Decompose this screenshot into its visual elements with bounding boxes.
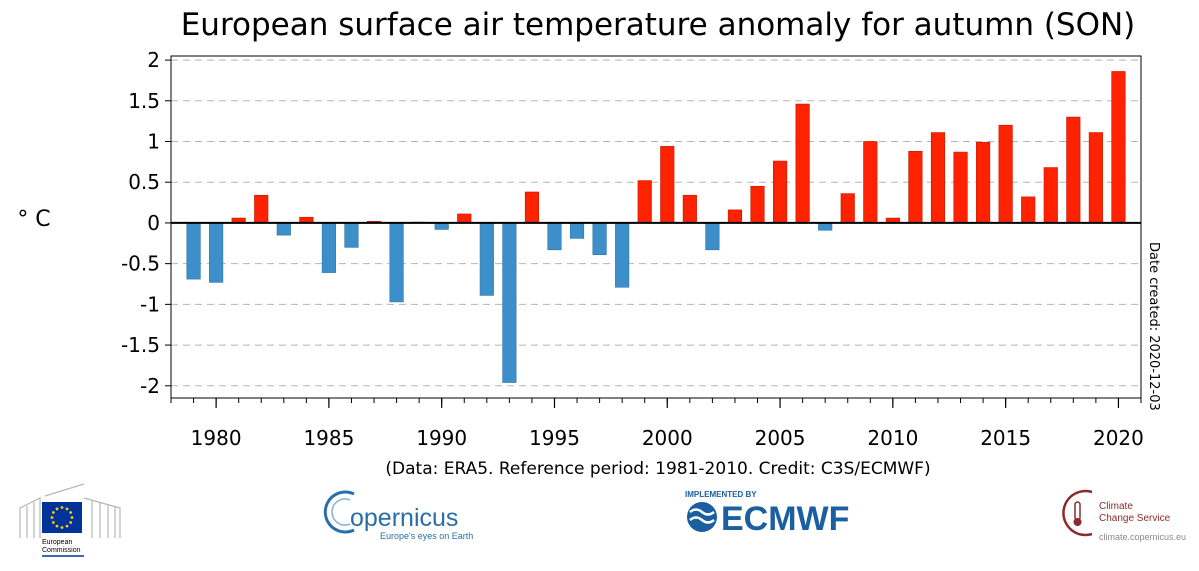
bar-2018 (1066, 116, 1081, 224)
bar-1982 (254, 194, 269, 224)
bar-1995 (547, 222, 562, 251)
x-tick-label: 2020 (1093, 426, 1144, 450)
date-created-note: Date created: 2020-12-03 (1146, 242, 1161, 411)
y-tick-label: 1 (147, 130, 160, 154)
bar-2011 (908, 150, 923, 224)
x-tick-label: 1980 (191, 426, 242, 450)
bar-2014 (976, 142, 991, 224)
copernicus-tagline: Europe's eyes on Earth (380, 531, 473, 541)
copernicus-logo: opernicus Europe's eyes on Earth (323, 490, 473, 541)
bar-2002 (705, 222, 720, 251)
bar-1996 (569, 222, 585, 239)
y-tick-label: 1.5 (128, 89, 160, 113)
bar-2003 (727, 209, 743, 224)
bar-2017 (1043, 167, 1058, 224)
bar-2009 (863, 141, 878, 224)
eu-star (70, 516, 74, 519)
c3s-line1: Climate (1099, 501, 1133, 512)
european-commission-logo: European Commission (19, 483, 121, 557)
ecmwf-wave-icon (687, 502, 717, 532)
eu-star (50, 516, 54, 519)
x-tick-label: 1990 (416, 426, 467, 450)
y-axis-ticks: 2 1.5 1 0.5 0 -0.5 -1 -1.5 -2 (121, 48, 171, 398)
x-tick-label: 1985 (303, 426, 354, 450)
y-axis-label: ° C (17, 207, 50, 232)
x-tick-label: 2015 (980, 426, 1031, 450)
eu-star (65, 507, 69, 511)
bar-1983 (276, 222, 291, 236)
bar-1993 (502, 222, 517, 383)
c3s-url: climate.copernicus.eu (1099, 532, 1186, 542)
y-tick-label: -0.5 (121, 252, 160, 276)
y-tick-label: 0.5 (128, 170, 160, 194)
chart-title: European surface air temperature anomaly… (181, 7, 1136, 43)
eu-star (55, 507, 59, 511)
bar-1986 (344, 222, 359, 248)
credit-line: (Data: ERA5. Reference period: 1981-2010… (385, 459, 930, 479)
eu-star (60, 526, 64, 529)
bar-2004 (750, 185, 765, 224)
bar-2012 (930, 132, 946, 224)
y-tick-label: -2 (140, 374, 160, 398)
copernicus-c-icon (323, 490, 355, 534)
ec-label-line1: European (42, 539, 72, 546)
bar-1998 (615, 222, 630, 288)
bar-2007 (818, 222, 833, 231)
eu-star (51, 511, 55, 514)
bar-1980 (209, 222, 224, 283)
eu-star (51, 521, 55, 524)
c3s-logo: Climate Change Service climate.copernicu… (1062, 489, 1186, 542)
bar-1992 (479, 222, 494, 296)
bar-2019 (1088, 132, 1103, 224)
ecmwf-name: ECMWF (721, 500, 849, 538)
plot-frame (170, 55, 1142, 399)
eu-star (60, 506, 64, 509)
ec-label-line2: Commission (42, 547, 81, 554)
x-tick-label: 2005 (755, 426, 806, 450)
eu-star (65, 524, 69, 528)
bar-1991 (457, 213, 472, 224)
y-tick-label: 2 (147, 48, 160, 72)
bar-2005 (773, 160, 788, 224)
bar-2016 (1021, 196, 1036, 224)
y-tick-label: -1.5 (121, 333, 160, 357)
eu-stars-icon (50, 506, 74, 529)
bar-1988 (389, 222, 404, 303)
bar-2008 (840, 193, 855, 224)
bar-1979 (186, 222, 201, 280)
x-tick-label: 2000 (642, 426, 693, 450)
bar-1997 (592, 222, 607, 255)
bar-2006 (795, 103, 810, 224)
c3s-thermometer-icon (1062, 489, 1093, 537)
eu-star (55, 524, 59, 528)
copernicus-name: opernicus (350, 504, 458, 532)
bar-1999 (637, 180, 652, 224)
bar-2000 (660, 146, 675, 224)
y-tick-label: 0 (147, 211, 160, 235)
ec-building-icon (19, 483, 121, 538)
bar-1994 (524, 191, 539, 224)
ecmwf-logo: IMPLEMENTED BY ECMWF (685, 490, 849, 538)
y-tick-label: -1 (140, 292, 160, 316)
eu-star (69, 511, 73, 514)
bar-1985 (321, 222, 336, 273)
c3s-line2: Change Service (1099, 513, 1171, 524)
bar-2015 (998, 124, 1013, 224)
bar-2020 (1111, 71, 1126, 224)
x-tick-label: 1995 (529, 426, 580, 450)
x-tick-label: 2010 (867, 426, 918, 450)
x-axis-ticks: 1980 1985 1990 1995 2000 2005 2010 2015 2020 (170, 398, 1144, 450)
bar-2013 (953, 151, 968, 224)
bars (186, 71, 1126, 383)
eu-star (69, 521, 73, 524)
bar-2001 (682, 194, 697, 224)
ecmwf-implemented-by: IMPLEMENTED BY (685, 490, 757, 499)
